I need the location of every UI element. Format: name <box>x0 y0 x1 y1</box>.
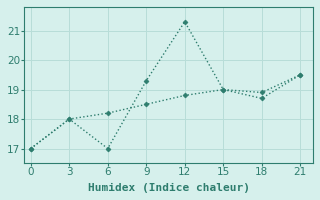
X-axis label: Humidex (Indice chaleur): Humidex (Indice chaleur) <box>88 183 250 193</box>
